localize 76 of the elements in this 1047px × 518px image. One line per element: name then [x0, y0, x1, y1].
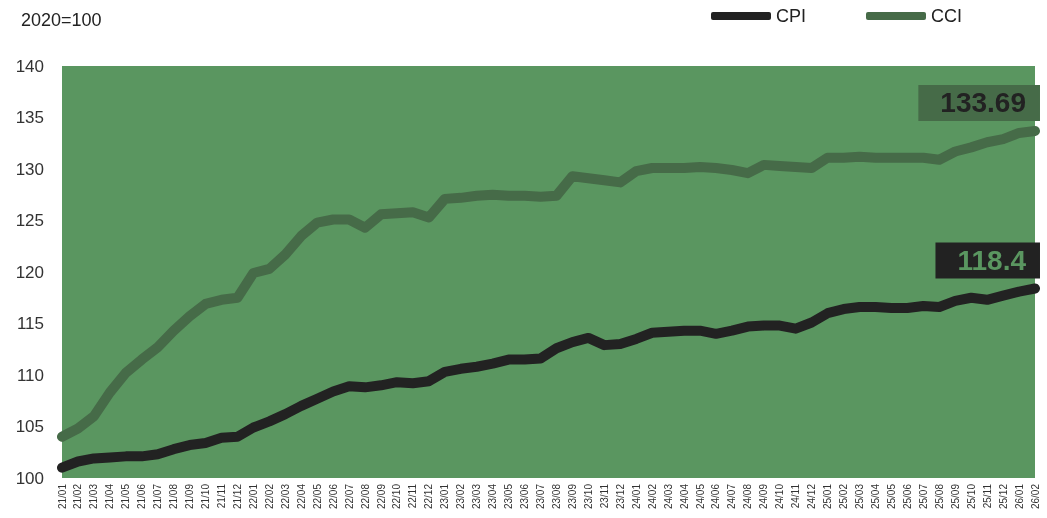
x-tick-label: 22/08 [359, 483, 371, 510]
x-tick-label: 24/05 [694, 483, 706, 510]
x-tick-label: 23/05 [503, 483, 515, 510]
y-tick-label: 130 [15, 159, 44, 179]
x-tick-label: 23/03 [471, 483, 483, 510]
x-tick-label: 25/07 [917, 483, 929, 510]
x-tick-label: 22/04 [295, 483, 307, 510]
x-tick-label: 21/07 [152, 483, 164, 510]
y-tick-label: 120 [15, 262, 44, 282]
x-tick-label: 21/06 [136, 483, 148, 510]
x-tick-label: 21/12 [231, 483, 243, 510]
x-tick-label: 21/11 [216, 483, 228, 509]
x-tick-label: 25/06 [901, 483, 913, 510]
x-tick-label: 23/10 [582, 483, 594, 510]
x-tick-label: 23/12 [614, 483, 626, 510]
y-tick-label: 100 [15, 468, 44, 488]
x-tick-label: 25/12 [997, 483, 1009, 510]
x-tick-label: 23/07 [535, 483, 547, 510]
x-tick-label: 26/02 [1029, 483, 1041, 510]
x-tick-label: 25/01 [822, 483, 834, 510]
x-tick-label: 23/09 [566, 483, 578, 510]
x-tick-label: 22/06 [327, 483, 339, 510]
x-tick-label: 21/05 [120, 483, 132, 510]
y-tick-label: 110 [16, 365, 44, 385]
x-tick-label: 22/11 [407, 483, 419, 509]
data-label: 118.4 [957, 244, 1027, 276]
x-tick-label: 24/07 [726, 483, 738, 510]
y-tick-label: 125 [15, 211, 44, 230]
x-tick-label: 24/10 [774, 483, 786, 510]
x-tick-label: 22/07 [343, 483, 355, 510]
x-tick-label: 25/08 [933, 483, 945, 510]
x-tick-label: 22/03 [279, 483, 291, 510]
x-tick-label: 24/12 [806, 483, 818, 510]
x-tick-label: 25/09 [949, 483, 961, 510]
y-axis-title: 2020=100 [21, 10, 102, 30]
x-tick-label: 24/09 [758, 483, 770, 510]
x-tick-label: 25/11 [981, 483, 993, 509]
x-tick-label: 24/11 [790, 483, 802, 509]
x-tick-label: 22/02 [263, 483, 275, 510]
x-tick-label: 23/04 [487, 483, 499, 510]
x-tick-label: 24/02 [646, 483, 658, 510]
x-tick-label: 21/08 [168, 483, 180, 510]
x-tick-label: 23/01 [439, 483, 451, 510]
x-tick-label: 22/10 [391, 483, 403, 510]
x-tick-label: 24/03 [662, 483, 674, 510]
x-tick-label: 25/10 [965, 483, 977, 510]
legend-label: CPI [776, 6, 807, 26]
x-tick-label: 21/04 [104, 483, 116, 510]
y-tick-label: 105 [15, 417, 44, 436]
x-tick-label: 26/01 [1013, 483, 1025, 510]
legend-label: CCI [931, 6, 962, 26]
x-tick-label: 23/06 [519, 483, 531, 510]
x-tick-label: 21/10 [200, 483, 212, 510]
x-tick-label: 21/01 [56, 483, 68, 510]
y-tick-label: 115 [16, 314, 44, 333]
x-tick-label: 22/01 [247, 483, 259, 510]
x-tick-label: 25/04 [869, 483, 881, 510]
x-tick-label: 22/05 [311, 483, 323, 510]
x-tick-label: 25/02 [838, 483, 850, 510]
x-tick-label: 25/05 [885, 483, 897, 510]
data-label: 133.69 [940, 87, 1026, 119]
x-tick-label: 23/08 [550, 483, 562, 510]
x-tick-label: 24/06 [710, 483, 722, 510]
y-tick-label: 140 [15, 56, 44, 76]
x-tick-label: 22/12 [423, 483, 435, 510]
x-tick-label: 25/03 [854, 483, 866, 510]
x-tick-label: 21/03 [88, 483, 100, 510]
x-tick-label: 22/09 [375, 483, 387, 510]
x-tick-label: 24/01 [630, 483, 642, 510]
x-tick-label: 21/09 [184, 483, 196, 510]
x-tick-label: 24/08 [742, 483, 754, 510]
x-tick-label: 21/02 [72, 483, 84, 510]
y-tick-label: 135 [15, 108, 44, 127]
x-tick-label: 23/11 [598, 483, 610, 509]
x-tick-label: 24/04 [678, 483, 690, 510]
x-tick-label: 23/02 [455, 483, 467, 510]
